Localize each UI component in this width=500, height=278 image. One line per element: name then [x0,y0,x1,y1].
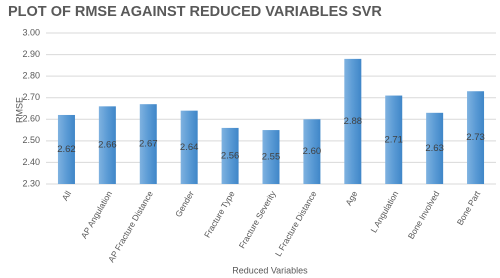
bar [303,119,321,184]
bar [57,114,75,184]
y-tick-label: 2.90 [22,49,40,59]
data-label: 2.62 [57,144,76,155]
data-label: 2.71 [384,134,403,145]
x-tick-label: Fracture Severity [237,188,278,250]
data-label: 2.60 [303,146,322,157]
y-tick-label: 2.30 [22,178,40,188]
y-tick-label: 2.50 [22,135,40,145]
bar [180,110,198,184]
x-tick-label: AP Fracture Distance [106,189,155,264]
x-tick-label: All [60,189,73,202]
bar [467,91,485,184]
bar [344,58,362,185]
data-label: 2.55 [262,152,281,163]
y-tick-label: 2.60 [22,114,40,124]
data-label: 2.63 [425,143,444,154]
bar [426,112,444,184]
y-tick-label: 2.40 [22,157,40,167]
data-label: 2.67 [139,139,158,150]
y-axis-label: RMSE [14,97,24,123]
data-label: 2.88 [344,116,363,127]
x-tick-label: Gender [173,189,196,219]
y-tick-label: 2.80 [22,71,40,81]
data-label: 2.56 [221,150,240,161]
data-label: 2.73 [466,132,485,143]
bar [385,95,403,184]
bar [98,106,116,184]
x-axis-label: Reduced Variables [232,265,308,275]
x-tick-label: Bone Part [455,189,483,227]
y-tick-label: 2.70 [22,92,40,102]
x-tick-label: Bone Involved [406,189,442,241]
x-tick-label: L Fracture Distance [273,189,319,258]
bar [139,104,157,184]
x-tick-label: Age [343,189,359,207]
chart-title: PLOT OF RMSE AGAINST REDUCED VARIABLES S… [8,4,382,20]
x-tick-label: Fracture Type [202,189,237,240]
x-tick-label: L Angulation [369,189,401,234]
data-label: 2.66 [98,140,117,151]
bar [221,127,239,184]
bar [262,130,280,184]
x-tick-label: AP Angulation [79,189,114,240]
y-tick-label: 3.00 [22,27,40,37]
data-label: 2.64 [180,142,199,153]
